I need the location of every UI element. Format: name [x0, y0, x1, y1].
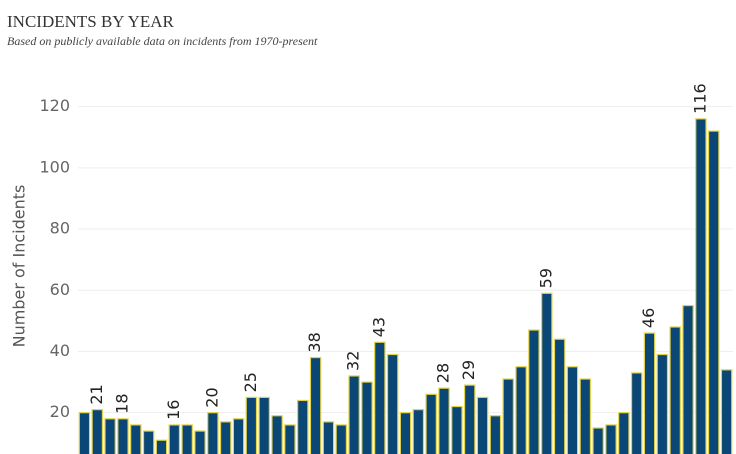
bar [130, 424, 142, 454]
bar [78, 412, 91, 454]
bar [720, 369, 733, 454]
value-label: 116 [690, 83, 709, 114]
y-axis-label: Number of Incidents [10, 185, 29, 348]
bar [399, 412, 412, 454]
bar [669, 326, 681, 454]
y-tick-label: 60 [50, 280, 70, 299]
bar [309, 356, 322, 454]
bar [297, 399, 309, 454]
bar [117, 418, 129, 454]
bar [451, 405, 463, 454]
bar [207, 412, 219, 454]
bar [142, 430, 155, 454]
bar [194, 430, 206, 454]
bar [528, 329, 540, 454]
bar [579, 378, 592, 454]
value-label: 29 [459, 360, 478, 380]
value-label: 28 [434, 363, 453, 383]
bar [618, 412, 630, 454]
bar [245, 396, 258, 454]
bar [232, 418, 245, 454]
bar [104, 418, 116, 454]
y-tick-label: 120 [39, 96, 70, 115]
bar [386, 353, 399, 454]
value-label: 43 [369, 317, 388, 337]
bar [541, 292, 553, 454]
value-label: 46 [639, 308, 658, 328]
bar [682, 304, 694, 454]
bar [361, 381, 373, 454]
bar [463, 384, 476, 454]
bar [489, 415, 502, 454]
bar [438, 387, 450, 454]
bar [553, 338, 566, 454]
bar [630, 372, 643, 454]
value-label: 59 [536, 268, 555, 288]
value-label: 16 [164, 400, 183, 420]
bar [348, 375, 360, 454]
value-label: 38 [305, 332, 324, 352]
bar [219, 421, 232, 454]
value-label: 20 [202, 387, 221, 407]
y-tick-label: 100 [39, 157, 70, 176]
bar [91, 409, 104, 454]
bar [284, 424, 296, 454]
chart-subtitle: Based on publicly available data on inci… [7, 34, 318, 48]
bar [476, 396, 489, 454]
bar [258, 396, 270, 454]
bar [335, 424, 348, 454]
bar [271, 415, 283, 454]
bar [592, 427, 604, 454]
bar [695, 118, 707, 454]
value-label: 18 [112, 393, 131, 413]
y-tick-label: 40 [50, 341, 70, 360]
y-tick-label: 80 [50, 219, 70, 238]
chart-title: INCIDENTS BY YEAR [7, 12, 175, 31]
value-label: 21 [87, 384, 106, 404]
value-label: 32 [344, 351, 363, 371]
y-tick-label: 20 [50, 402, 70, 421]
bar [425, 393, 437, 454]
bar [643, 332, 656, 454]
bar [656, 353, 669, 454]
bar [707, 130, 720, 454]
bar [374, 341, 386, 454]
bar [181, 424, 193, 454]
bar [322, 421, 335, 454]
bar [168, 424, 181, 454]
bar [502, 378, 514, 454]
value-label: 25 [241, 372, 260, 392]
bar [566, 366, 579, 454]
bar [515, 366, 527, 454]
bar [412, 409, 425, 454]
bar [155, 439, 168, 454]
bar [605, 424, 617, 454]
